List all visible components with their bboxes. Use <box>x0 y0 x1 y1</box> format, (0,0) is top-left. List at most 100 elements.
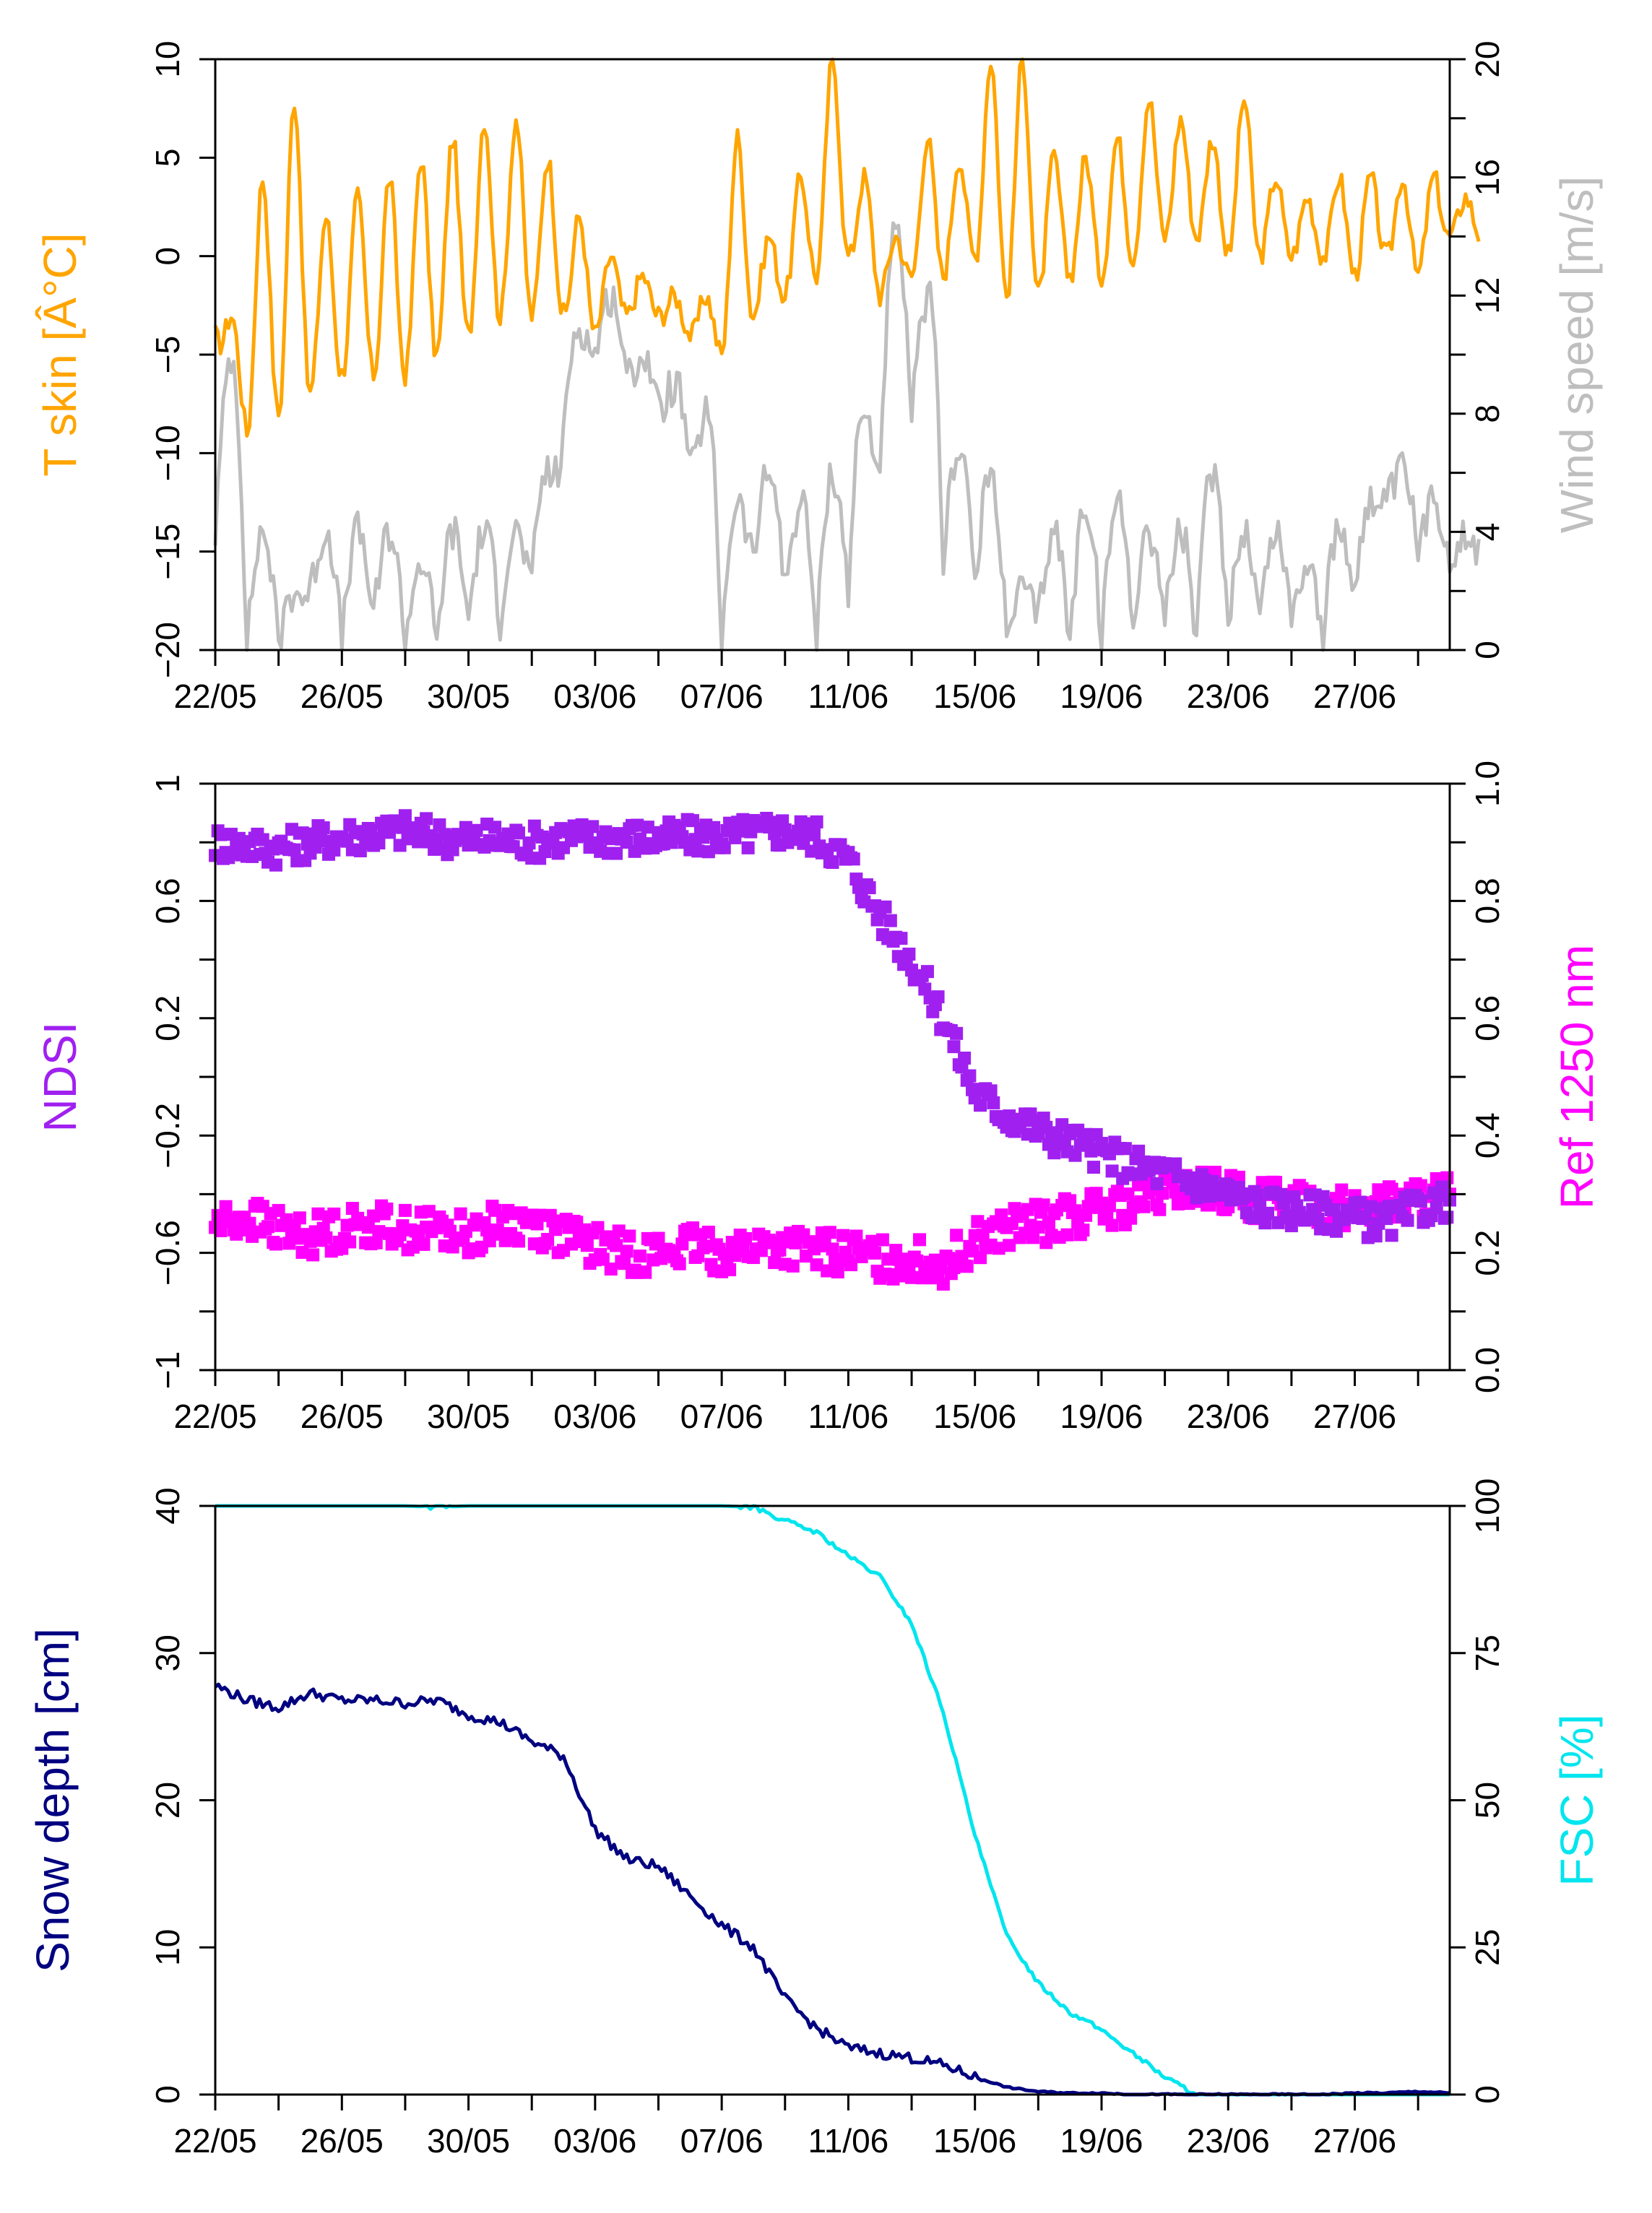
scatter-point <box>327 1207 341 1221</box>
y2-tick-label: 0.4 <box>1469 1112 1506 1159</box>
x-tick-label: 27/06 <box>1313 1398 1396 1435</box>
scatter-point <box>836 1229 850 1242</box>
x-tick-label: 23/06 <box>1187 2122 1270 2160</box>
scatter-point <box>902 948 916 961</box>
scatter-point <box>1118 1142 1132 1156</box>
x-tick-label: 19/06 <box>1060 2122 1143 2160</box>
y-axis-left: −1 −0.6 −0.2 0.2 0.6 1 NDSI <box>34 774 215 1389</box>
scatter-point <box>723 1263 737 1277</box>
y-tick-label: 10 <box>149 1929 186 1966</box>
panel-skin-temperature-wind: 22/05 26/05 30/05 03/06 07/06 11/06 15/06 19/06… <box>34 40 1603 715</box>
scatter-point <box>580 1239 594 1252</box>
scatter-point <box>1047 1146 1061 1160</box>
scatter-point <box>1250 1189 1264 1203</box>
scatter-point <box>1414 1179 1427 1192</box>
scatter-point <box>1003 1239 1016 1252</box>
scatter-point <box>1026 1231 1040 1244</box>
scatter-point <box>1372 1183 1385 1197</box>
y2-tick-label: 8 <box>1469 404 1506 423</box>
scatter-point <box>1261 1206 1275 1220</box>
scatter-point <box>1359 1210 1372 1224</box>
x-tick-label: 26/05 <box>300 1398 384 1435</box>
x-tick-label: 22/05 <box>173 1398 256 1435</box>
scatter-point <box>308 840 322 854</box>
scatter-point <box>823 1226 836 1239</box>
y2-tick-label: 4 <box>1469 523 1506 542</box>
y2-tick-label: 16 <box>1469 159 1506 196</box>
scatter-point <box>214 1224 228 1237</box>
y-axis-label-right: Wind speed [m/s] <box>1551 176 1603 533</box>
scatter-point <box>765 815 779 829</box>
scatter-point <box>1068 1148 1082 1162</box>
x-tick-label: 30/05 <box>427 2122 510 2160</box>
y-tick-label: 5 <box>149 149 186 168</box>
scatter-point <box>511 1234 525 1248</box>
y-tick-label: 0.6 <box>149 878 186 924</box>
x-axis: 22/05 26/05 30/05 03/06 07/06 11/06 15/06 19/06… <box>173 650 1419 715</box>
scatter-point <box>973 1099 987 1112</box>
scatter-point <box>1105 1218 1119 1232</box>
scatter-point <box>1364 1200 1378 1213</box>
scatter-point <box>768 1256 782 1270</box>
scatter-point <box>633 1250 646 1263</box>
scatter-point <box>1089 1187 1103 1200</box>
scatter-point <box>596 1252 610 1266</box>
y2-tick-label: 0.6 <box>1469 995 1506 1041</box>
scatter-point <box>1276 1196 1290 1210</box>
scatter-point <box>1105 1164 1119 1178</box>
y-tick-label: 10 <box>149 40 186 77</box>
y2-tick-label: 1.0 <box>1469 761 1506 807</box>
scatter-point <box>958 1051 972 1065</box>
x-tick-label: 15/06 <box>933 1398 1016 1435</box>
y-axis-label-right: Ref 1250 nm <box>1551 945 1603 1209</box>
scatter-point <box>701 1226 715 1239</box>
scatter-point <box>372 836 386 850</box>
scatter-point <box>345 1202 359 1216</box>
scatter-point <box>950 1229 964 1242</box>
y-axis-label-right: FSC [%] <box>1551 1714 1603 1886</box>
scatter-point <box>875 1233 889 1247</box>
scatter-point <box>610 846 623 860</box>
y-tick-label: 0.2 <box>149 995 186 1041</box>
scatter-point <box>1137 1200 1151 1213</box>
x-tick-label: 22/05 <box>173 677 256 715</box>
scatter-point <box>883 914 897 927</box>
scatter-point <box>673 1257 686 1270</box>
scatter-point <box>987 1096 1000 1109</box>
scatter-point <box>1430 1201 1443 1215</box>
y-tick-label: 0 <box>149 247 186 266</box>
y-tick-label: 40 <box>149 1487 186 1524</box>
scatter-point <box>639 1265 652 1279</box>
scatter-point <box>847 852 860 866</box>
scatter-point <box>1087 1161 1101 1174</box>
scatter-point <box>878 900 892 914</box>
scatter-point <box>295 826 309 840</box>
scatter-point <box>701 845 715 859</box>
scatter-point <box>862 881 876 895</box>
scatter-point <box>488 820 502 834</box>
x-tick-label: 07/06 <box>680 2122 764 2160</box>
series-right <box>215 1504 1450 2097</box>
scatter-point <box>586 820 600 833</box>
y-axis-left: −20 −15 −10 −5 0 5 10 T skin [Â°C] <box>34 40 215 678</box>
x-tick-label: 27/06 <box>1313 677 1396 715</box>
scatter-point <box>316 821 330 835</box>
series-right <box>209 1165 1456 1291</box>
scatter-point <box>1435 1180 1449 1194</box>
y2-tick-label: 0.2 <box>1469 1230 1506 1276</box>
scatter-point <box>865 1234 879 1248</box>
scatter-point <box>1232 1170 1245 1184</box>
scatter-point <box>1102 1199 1116 1213</box>
scatter-point <box>826 1242 839 1256</box>
scatter-point <box>641 820 654 834</box>
scatter-point <box>691 844 705 858</box>
scatter-point <box>454 1207 467 1221</box>
scatter-point <box>1329 1224 1343 1238</box>
scatter-point <box>219 1200 233 1213</box>
scatter-point <box>623 1229 636 1243</box>
scatter-point <box>1076 1224 1090 1237</box>
series-line <box>215 1504 1450 2097</box>
scatter-point <box>1282 1209 1296 1223</box>
y-tick-label: −0.2 <box>149 1103 186 1169</box>
y2-tick-label: 0 <box>1469 641 1506 659</box>
